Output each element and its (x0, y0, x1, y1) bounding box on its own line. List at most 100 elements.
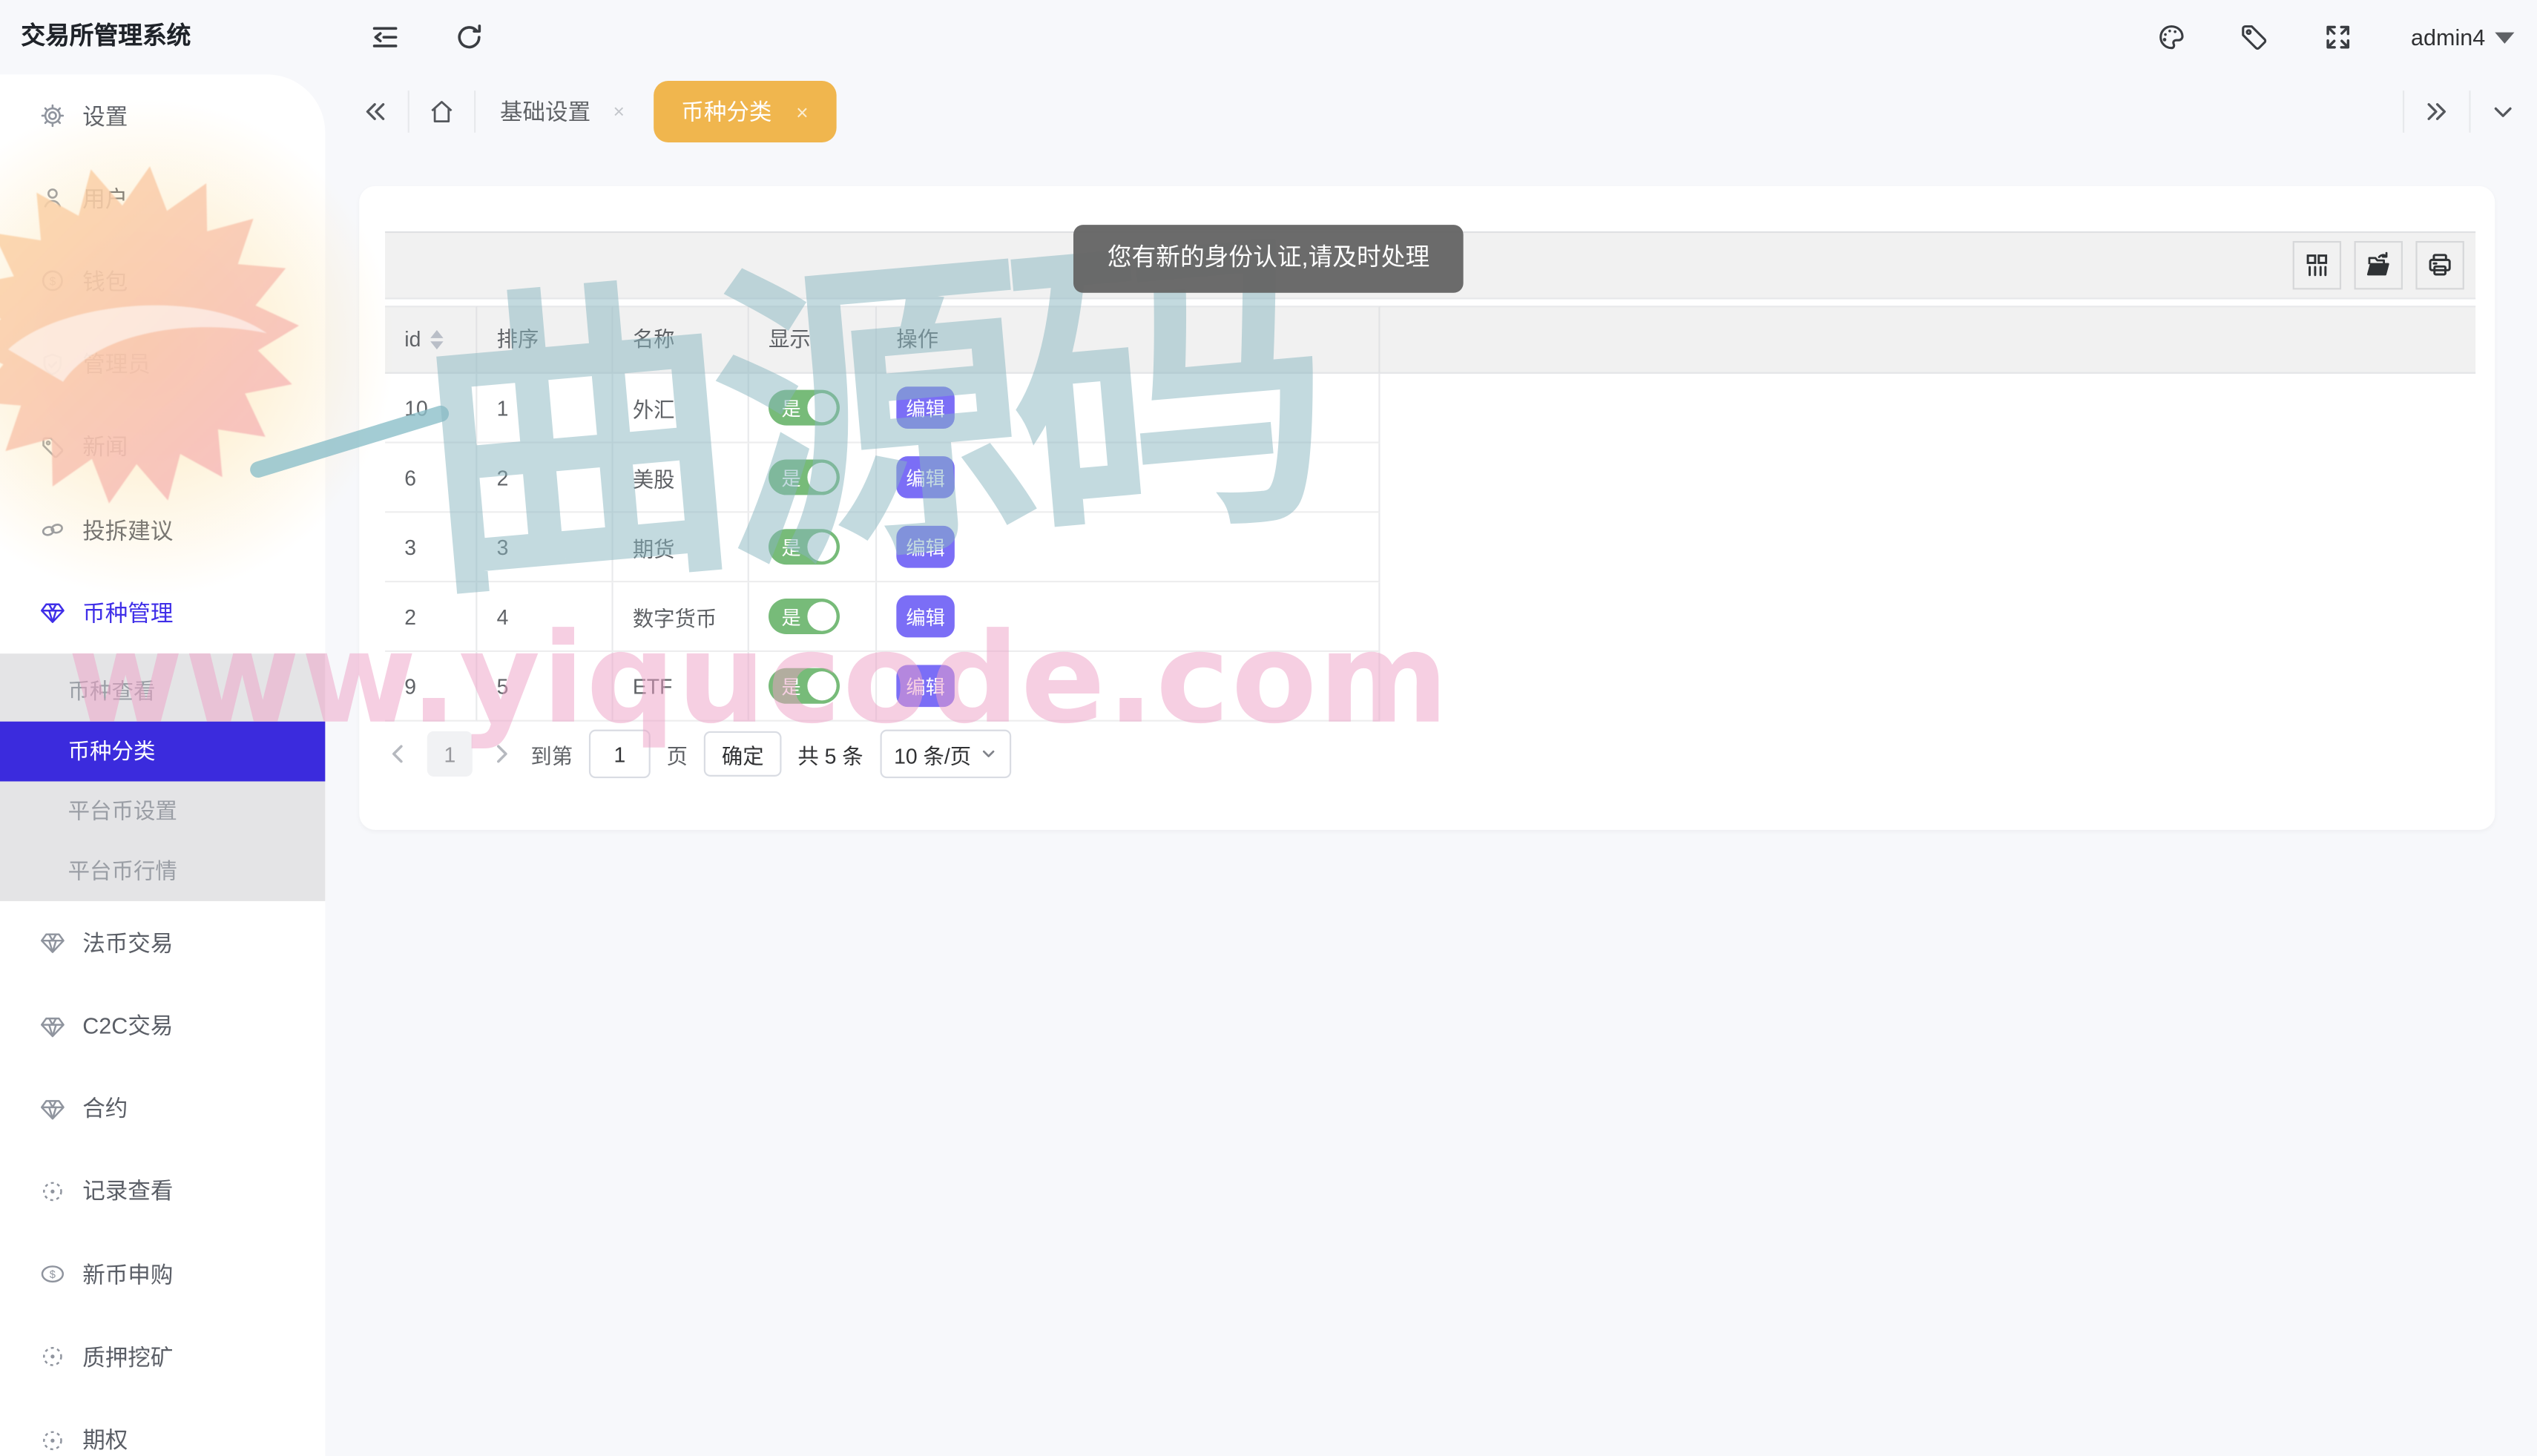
sidebar: 设置 用户 $ 钱包 管理员 新闻 (0, 74, 326, 1456)
dollar-oval-icon: $ (41, 1265, 65, 1283)
cell-filler (1380, 444, 2475, 513)
svg-text:$: $ (50, 1270, 56, 1282)
cell-id: 10 (385, 373, 478, 444)
tabs-bar: 基础设置 × 币种分类 × (325, 74, 2537, 148)
edit-button[interactable]: 编辑 (896, 456, 955, 498)
sidebar-item-users[interactable]: 用户 (0, 157, 325, 240)
app-title: 交易所管理系统 (21, 22, 191, 50)
toggle-knob (807, 532, 837, 561)
toggle-knob (807, 462, 837, 493)
cell-filler (1380, 652, 2475, 722)
sidebar-item-records[interactable]: 记录查看 (0, 1150, 325, 1233)
close-icon[interactable]: × (796, 99, 809, 124)
double-chevron-right-icon[interactable] (2422, 97, 2451, 126)
tab-label: 基础设置 (499, 99, 591, 125)
submenu-item-platform-coin-settings[interactable]: 平台币设置 (68, 800, 177, 824)
user-menu[interactable]: admin4 (2411, 0, 2515, 74)
divider (2402, 90, 2405, 133)
print-button[interactable] (2415, 240, 2464, 290)
tab-basic-settings[interactable]: 基础设置 × (500, 96, 625, 128)
palette-icon[interactable] (2155, 21, 2188, 53)
submenu-item-platform-coin-market[interactable]: 平台币行情 (68, 859, 177, 884)
divider (474, 90, 476, 133)
pagination: 1 到第 页 确定 共 5 条 10 条/页 (385, 725, 1012, 783)
sidebar-item-label: 钱包 (82, 268, 128, 294)
cell-show: 是 (748, 443, 878, 513)
gear-icon (41, 104, 65, 128)
tag-icon[interactable] (2237, 21, 2270, 53)
content-card: id 排序 名称 显示 操作 10 1 外汇 是 编辑 6 2 美股 (359, 185, 2495, 830)
show-toggle[interactable]: 是 (769, 459, 840, 495)
page-suffix-label: 页 (666, 743, 688, 768)
sidebar-item-feedback[interactable]: 投拆建议 (0, 489, 325, 572)
sidebar-item-currency-management[interactable]: 币种管理 (0, 571, 325, 654)
refresh-icon[interactable] (453, 21, 486, 53)
show-toggle[interactable]: 是 (769, 599, 840, 634)
diamond-icon (40, 1099, 65, 1120)
sidebar-item-news[interactable]: 新闻 (0, 406, 325, 489)
cell-filler (1380, 374, 2475, 444)
cell-action: 编辑 (877, 582, 1381, 652)
sidebar-item-options[interactable]: 期权 (0, 1398, 325, 1456)
total-count-label: 共 5 条 (797, 743, 863, 768)
page-number-button[interactable]: 1 (427, 731, 473, 777)
collapse-menu-icon[interactable] (369, 21, 401, 53)
column-header-action: 操作 (877, 306, 1381, 374)
toggle-knob (807, 671, 837, 701)
confirm-button[interactable]: 确定 (703, 731, 782, 777)
edit-button[interactable]: 编辑 (896, 386, 955, 429)
sidebar-item-settings[interactable]: 设置 (0, 74, 325, 157)
cell-name: 外汇 (613, 373, 749, 444)
timer-icon (43, 1430, 62, 1450)
sidebar-item-label: 质押挖矿 (82, 1344, 174, 1371)
sidebar-item-admins[interactable]: 管理员 (0, 323, 325, 406)
show-toggle[interactable]: 是 (769, 668, 840, 704)
next-page-icon[interactable] (489, 741, 515, 767)
fullscreen-icon[interactable] (2322, 21, 2355, 53)
topbar: 交易所管理系统 admin4 (0, 0, 2537, 74)
cell-id: 3 (385, 513, 478, 583)
diamond-icon (40, 934, 65, 954)
sidebar-item-new-coin-subscribe[interactable]: $ 新币申购 (0, 1233, 325, 1316)
page-input[interactable] (588, 729, 651, 779)
sidebar-item-staking-mining[interactable]: 质押挖矿 (0, 1316, 325, 1399)
home-icon[interactable] (427, 97, 456, 126)
sidebar-item-fiat-trade[interactable]: 法币交易 (0, 902, 325, 985)
columns-icon (2306, 254, 2328, 277)
sort-carets-icon[interactable] (430, 329, 444, 350)
column-header-id[interactable]: id (385, 306, 478, 374)
cell-filler (1380, 513, 2475, 582)
prev-page-icon[interactable] (385, 741, 411, 767)
tab-currency-category[interactable]: 币种分类 × (654, 81, 836, 142)
edit-button[interactable]: 编辑 (896, 665, 955, 708)
sidebar-item-contract[interactable]: 合约 (0, 1067, 325, 1150)
sidebar-item-label: 法币交易 (82, 929, 174, 956)
double-chevron-left-icon[interactable] (361, 97, 389, 126)
columns-setting-button[interactable] (2292, 240, 2342, 290)
page-size-select[interactable]: 10 条/页 (879, 729, 1012, 779)
sidebar-item-c2c-trade[interactable]: C2C交易 (0, 984, 325, 1067)
diamond-icon (40, 1016, 65, 1037)
cell-sort: 3 (477, 513, 613, 583)
close-icon[interactable]: × (613, 100, 625, 123)
show-toggle[interactable]: 是 (769, 389, 840, 426)
sidebar-item-label: 用户 (82, 185, 128, 212)
edit-button[interactable]: 编辑 (896, 595, 955, 638)
toggle-knob (807, 393, 837, 423)
show-toggle[interactable]: 是 (769, 529, 840, 565)
submenu-item-currency-category[interactable]: 币种分类 (0, 722, 326, 783)
dollar-circle-icon: $ (42, 271, 63, 292)
user-icon (44, 188, 62, 208)
edit-button[interactable]: 编辑 (896, 525, 955, 568)
cell-show: 是 (748, 582, 878, 652)
export-button[interactable] (2354, 240, 2403, 290)
svg-text:$: $ (50, 277, 56, 289)
sidebar-item-label: 合约 (82, 1096, 128, 1122)
sidebar-item-wallet[interactable]: $ 钱包 (0, 240, 325, 323)
printer-icon (2429, 254, 2451, 276)
chevron-down-icon[interactable] (2489, 97, 2518, 126)
sidebar-item-label: C2C交易 (82, 1012, 174, 1039)
sidebar-submenu: 币种查看 币种分类 平台币设置 平台币行情 (0, 653, 326, 902)
column-header-name: 名称 (613, 306, 749, 374)
submenu-item-currency-view[interactable]: 币种查看 (68, 679, 156, 705)
